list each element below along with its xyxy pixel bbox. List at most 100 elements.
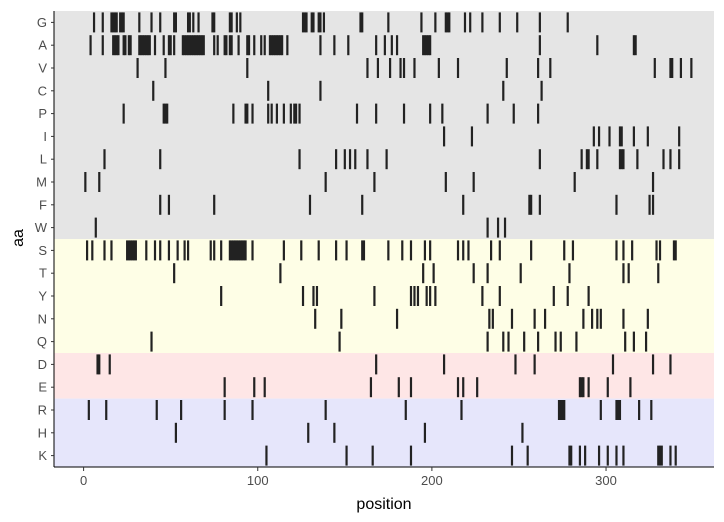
mark-I-308 — [618, 126, 622, 147]
mark-A-34 — [141, 35, 144, 56]
mark-Y-278 — [566, 286, 569, 306]
mark-M-167 — [373, 172, 376, 192]
mark-G-39 — [150, 12, 153, 33]
mark-P-106 — [267, 103, 270, 124]
mark-A-107 — [268, 35, 272, 56]
mark-P-122 — [294, 103, 298, 124]
mark-R-217 — [460, 400, 463, 420]
mark-G-262 — [538, 12, 541, 33]
mark-S-331 — [658, 240, 662, 261]
mark-L-286 — [580, 149, 583, 170]
mark-A-18 — [113, 35, 117, 56]
mark-L-333 — [662, 149, 665, 170]
mark-G-136 — [319, 12, 322, 33]
mark-K-280 — [570, 445, 573, 466]
mark-V-47 — [164, 58, 167, 78]
mark-D-259 — [533, 354, 536, 375]
mark-A-198 — [427, 35, 430, 56]
mark-L-310 — [622, 149, 625, 170]
mark-L-12 — [103, 149, 106, 170]
mark-A-26 — [127, 35, 130, 56]
mark-L-295 — [596, 149, 599, 170]
mark-layer — [84, 12, 693, 466]
mark-A-38 — [148, 35, 151, 56]
mark-N-133 — [314, 308, 317, 329]
mark-Y-167 — [373, 286, 376, 306]
mark-A-60 — [186, 35, 190, 56]
mark-A-4 — [89, 35, 92, 56]
mark-G-32 — [138, 12, 141, 33]
mark-P-121 — [293, 103, 296, 124]
mark-N-148 — [340, 308, 343, 329]
mark-V-328 — [653, 58, 656, 78]
mark-P-261 — [537, 103, 540, 124]
mark-S-2 — [85, 240, 89, 261]
mark-G-6 — [92, 12, 96, 33]
mark-H-144 — [333, 422, 336, 443]
mark-S-175 — [387, 240, 390, 261]
mark-S-183 — [401, 240, 404, 261]
mark-L-289 — [585, 149, 588, 170]
mark-R-42 — [155, 400, 158, 420]
x-tick-label-100: 100 — [247, 473, 269, 488]
mark-A-317 — [634, 35, 637, 56]
mark-G-160 — [361, 12, 364, 33]
mark-A-89 — [237, 35, 240, 56]
mark-A-65 — [195, 35, 198, 56]
mark-N-297 — [599, 308, 602, 329]
mark-G-126 — [301, 12, 305, 33]
mark-V-182 — [399, 58, 402, 78]
mark-S-92 — [242, 240, 245, 261]
mark-A-77 — [216, 35, 219, 56]
mark-A-11 — [101, 35, 104, 56]
mark-G-61 — [188, 12, 191, 33]
mark-S-161 — [362, 240, 366, 261]
mark-A-110 — [274, 35, 277, 56]
mark-S-234 — [490, 240, 493, 261]
mark-G-159 — [359, 12, 362, 33]
mark-A-59 — [185, 35, 188, 56]
mark-T-279 — [568, 263, 571, 284]
mark-Q-311 — [624, 331, 627, 352]
mark-G-202 — [434, 12, 437, 33]
mark-Y-270 — [552, 286, 555, 306]
mark-A-262 — [538, 35, 541, 56]
mark-G-175 — [387, 12, 390, 33]
y-tick-label-Q: Q — [37, 334, 47, 349]
mark-R-319 — [638, 400, 641, 420]
mark-A-82 — [225, 35, 228, 56]
mark-K-246 — [510, 445, 514, 466]
y-tick-label-S: S — [38, 243, 47, 258]
mark-K-188 — [409, 445, 413, 466]
mark-Y-79 — [220, 286, 223, 306]
mark-S-145 — [335, 240, 338, 261]
mark-G-84 — [228, 12, 231, 33]
mark-G-75 — [213, 12, 216, 33]
mark-A-180 — [395, 35, 399, 56]
mark-T-251 — [519, 263, 522, 284]
mark-V-337 — [669, 58, 672, 78]
mark-G-19 — [115, 12, 118, 33]
mark-S-88 — [235, 240, 238, 261]
y-tick-label-W: W — [35, 220, 48, 235]
mark-A-94 — [246, 35, 249, 56]
mark-V-163 — [366, 58, 369, 78]
mark-L-308 — [618, 149, 622, 170]
mark-S-84 — [228, 240, 231, 261]
mark-N-287 — [582, 308, 585, 329]
mark-S-340 — [674, 240, 677, 261]
mark-A-68 — [200, 35, 204, 56]
mark-R-297 — [599, 400, 602, 420]
mark-S-160 — [361, 240, 364, 261]
mark-E-226 — [476, 377, 479, 398]
mark-S-75 — [213, 240, 216, 261]
mark-C-106 — [267, 80, 270, 101]
mark-G-85 — [230, 12, 233, 33]
mark-G-16 — [110, 12, 113, 33]
mark-A-195 — [422, 35, 425, 56]
y-tick-label-D: D — [38, 357, 47, 372]
mark-T-330 — [657, 263, 660, 284]
mark-A-35 — [143, 35, 146, 56]
mark-G-11 — [101, 12, 104, 33]
